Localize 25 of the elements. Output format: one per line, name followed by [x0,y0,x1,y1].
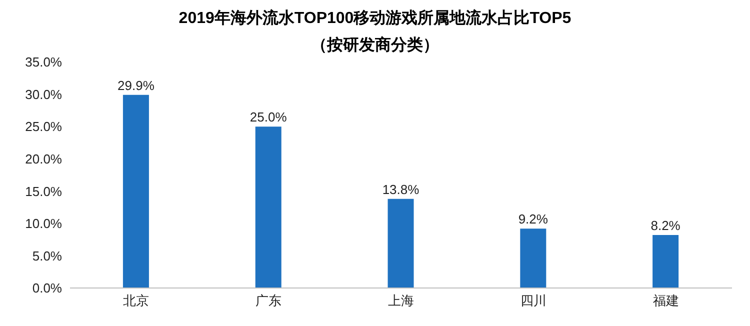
data-label: 29.9% [118,78,155,93]
y-tick-label: 35.0% [25,54,62,70]
chart-title: 2019年海外流水TOP100移动游戏所属地流水占比TOP5 [178,8,572,29]
x-tick-label: 北京 [123,293,150,308]
data-label: 25.0% [250,110,288,125]
chart-subtitle: （按研发商分类） [310,35,440,56]
y-tick-label: 0.0% [32,280,62,296]
bar [122,94,149,288]
x-tick-label: 广东 [256,293,282,308]
data-label: 13.8% [382,182,420,197]
y-tick-label: 10.0% [25,216,62,232]
bar [388,198,414,288]
x-tick-label: 四川 [520,293,546,308]
y-tick-label: 15.0% [25,184,62,199]
bar [520,228,546,288]
bar [255,126,282,288]
bar [652,235,679,288]
y-tick-label: 25.0% [25,119,62,134]
data-label: 9.2% [518,212,548,227]
y-tick-label: 30.0% [25,86,62,102]
x-tick-label: 上海 [388,293,414,308]
y-tick-label: 20.0% [25,151,62,166]
x-tick-label: 福建 [652,293,679,308]
y-tick-label: 5.0% [32,248,62,264]
data-label: 8.2% [650,218,681,234]
